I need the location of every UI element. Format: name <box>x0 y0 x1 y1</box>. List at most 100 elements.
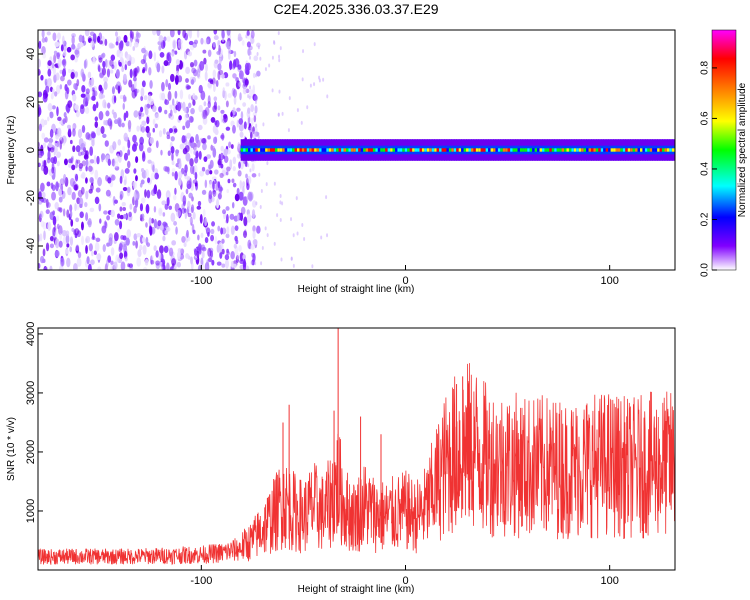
heatmap-noise-cell <box>119 122 122 128</box>
heatmap-noise-cell <box>119 252 124 260</box>
heatmap-noise-cell <box>93 90 98 97</box>
heatmap-faint-cell <box>311 264 314 269</box>
heatmap-noise-cell <box>179 89 184 100</box>
heatmap-noise-cell <box>233 50 237 58</box>
heatmap-noise-cell <box>89 207 95 213</box>
heatmap-noise-cell <box>247 107 251 114</box>
heatmap-noise-cell <box>40 74 44 81</box>
heatmap-noise-cell <box>192 99 196 106</box>
heatmap-faint-cell <box>250 260 253 265</box>
heatmap-noise-cell <box>128 40 133 48</box>
colorbar-tick-label: 0.2 <box>700 212 711 226</box>
heatmap-noise-cell <box>92 33 97 43</box>
heatmap-noise-cell <box>97 177 102 187</box>
heatmap-noise-cell <box>242 102 247 107</box>
heatmap-noise-cell <box>186 132 192 139</box>
heatmap-noise-cell <box>188 40 194 46</box>
heatmap-noise-cell <box>96 155 100 165</box>
heatmap-noise-cell <box>45 209 50 215</box>
heatmap-noise-cell <box>47 221 52 231</box>
heatmap-noise-cell <box>124 175 127 185</box>
heatmap-noise-cell <box>158 106 162 113</box>
heatmap-signal-core <box>363 148 367 152</box>
heatmap-noise-cell <box>200 257 204 266</box>
heatmap-noise-cell <box>171 51 175 57</box>
spectrogram-y-ticks: -40 -20 0 20 40 <box>25 48 43 254</box>
spectrogram-heatmap <box>38 30 675 270</box>
heatmap-noise-cell <box>182 101 186 112</box>
heatmap-faint-cell <box>271 88 274 93</box>
heatmap-signal-core <box>326 148 330 152</box>
heatmap-noise-cell <box>168 128 173 134</box>
heatmap-signal-core <box>539 148 543 152</box>
heatmap-noise-cell <box>189 62 195 68</box>
heatmap-faint-cell <box>262 122 265 127</box>
heatmap-noise-cell <box>53 156 58 165</box>
heatmap-noise-cell <box>246 41 251 48</box>
heatmap-noise-cell <box>133 79 137 89</box>
heatmap-noise-cell <box>114 218 120 226</box>
heatmap-noise-cell <box>96 35 101 43</box>
heatmap-noise-cell <box>144 258 149 266</box>
heatmap-noise-cell <box>93 250 97 256</box>
heatmap-noise-cell <box>200 90 206 101</box>
heatmap-signal-core <box>549 148 553 152</box>
heatmap-noise-cell <box>153 218 158 229</box>
heatmap-faint-cell <box>279 218 282 223</box>
heatmap-noise-cell <box>123 152 129 161</box>
heatmap-noise-cell <box>135 156 139 163</box>
heatmap-noise-cell <box>244 78 249 86</box>
heatmap-faint-cell <box>273 181 276 186</box>
heatmap-noise-cell <box>170 136 175 142</box>
heatmap-noise-cell <box>234 235 238 242</box>
heatmap-noise-cell <box>221 37 225 42</box>
heatmap-noise-cell <box>55 84 61 95</box>
heatmap-noise-cell <box>170 212 176 223</box>
heatmap-noise-cell <box>197 234 200 241</box>
heatmap-noise-cell <box>202 109 208 120</box>
heatmap-noise-cell <box>194 156 199 164</box>
heatmap-faint-cell <box>296 231 299 236</box>
heatmap-noise-cell <box>91 139 95 147</box>
heatmap-noise-cell <box>217 192 222 200</box>
heatmap-signal-core <box>431 148 435 152</box>
heatmap-noise-cell <box>243 121 247 130</box>
heatmap-noise-cell <box>189 136 195 144</box>
heatmap-noise-cell <box>251 163 255 172</box>
heatmap-noise-cell <box>225 82 230 87</box>
heatmap-noise-cell <box>133 110 139 118</box>
heatmap-signal-core <box>404 148 409 152</box>
heatmap-noise-cell <box>65 248 69 255</box>
heatmap-noise-cell <box>224 90 227 101</box>
heatmap-faint-cell <box>255 73 258 78</box>
heatmap-noise-cell <box>242 181 246 188</box>
heatmap-signal-core <box>542 148 546 152</box>
heatmap-noise-cell <box>88 243 93 252</box>
heatmap-faint-cell <box>259 56 262 61</box>
snr-series <box>38 328 675 566</box>
heatmap-signal-core <box>591 148 595 152</box>
heatmap-noise-cell <box>85 212 89 222</box>
heatmap-noise-cell <box>174 170 178 181</box>
heatmap-noise-cell <box>179 253 185 260</box>
heatmap-noise-cell <box>236 107 241 112</box>
heatmap-noise-cell <box>146 131 151 138</box>
colorbar-tick-label: 0.6 <box>700 111 711 125</box>
heatmap-noise-cell <box>103 210 108 215</box>
heatmap-signal-core <box>630 148 634 152</box>
heatmap-faint-cell <box>273 241 276 246</box>
heatmap-noise-cell <box>149 80 153 89</box>
heatmap-noise-cell <box>59 207 63 213</box>
heatmap-noise-cell <box>73 83 77 90</box>
spectrogram-x-ticks: -100 0 100 <box>190 265 619 287</box>
heatmap-noise-cell <box>94 169 99 180</box>
heatmap-noise-cell <box>50 92 54 100</box>
heatmap-faint-cell <box>268 63 271 68</box>
heatmap-noise-cell <box>250 37 255 44</box>
heatmap-signal-core <box>382 148 386 152</box>
heatmap-noise-cell <box>242 87 247 95</box>
heatmap-noise-cell <box>78 197 84 207</box>
spectrogram-x-label: Height of straight line (km) <box>298 284 415 295</box>
heatmap-faint-cell <box>258 172 261 177</box>
heatmap-faint-cell <box>247 88 250 93</box>
